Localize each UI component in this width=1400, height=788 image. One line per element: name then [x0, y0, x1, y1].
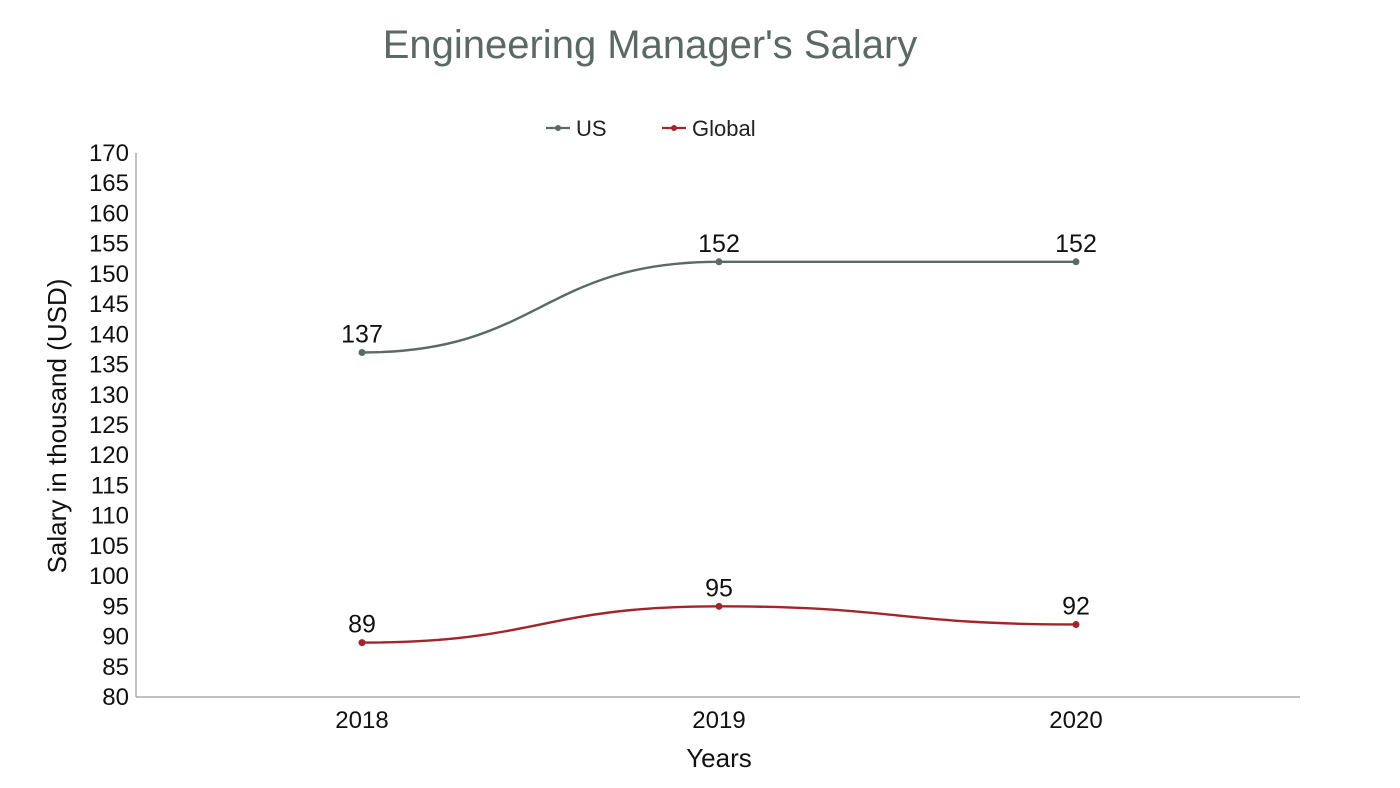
data-label: 152 [1055, 230, 1097, 258]
legend: US Global [546, 116, 756, 141]
x-tick-label: 2020 [1049, 707, 1102, 734]
legend-item-us[interactable]: US [546, 116, 607, 141]
y-tick-label: 130 [89, 382, 129, 409]
y-tick-label: 120 [89, 442, 129, 469]
data-label: 137 [341, 320, 383, 348]
legend-marker [555, 125, 561, 131]
y-tick-label: 85 [102, 654, 129, 681]
y-axis: 80 85 90 95 100 105 110 115 120 125 130 135 140 145 15… [89, 140, 137, 711]
legend-item-global[interactable]: Global [662, 116, 756, 141]
data-label: 92 [1062, 592, 1090, 620]
series-us: 137 152 152 [341, 230, 1097, 356]
data-label: 152 [698, 230, 740, 258]
chart-title: Engineering Manager's Salary [383, 23, 918, 67]
data-point[interactable] [1072, 620, 1080, 628]
data-point[interactable] [358, 348, 366, 356]
legend-label: US [576, 116, 607, 141]
y-tick-label: 145 [89, 291, 129, 318]
data-point[interactable] [715, 258, 723, 266]
y-tick-label: 95 [102, 593, 129, 620]
y-tick-label: 170 [89, 140, 129, 167]
y-tick-label: 115 [91, 472, 129, 499]
y-tick-label: 160 [89, 200, 129, 227]
y-tick-label: 105 [89, 533, 129, 560]
y-tick-label: 90 [102, 624, 129, 651]
y-tick-label: 150 [89, 261, 129, 288]
y-tick-label: 165 [89, 170, 129, 197]
series-layer: 137 152 152 89 95 92 [341, 230, 1097, 647]
data-point[interactable] [715, 602, 723, 610]
x-tick-label: 2018 [335, 707, 388, 734]
data-point[interactable] [358, 639, 366, 647]
x-tick-label: 2019 [692, 707, 745, 734]
y-tick-label: 110 [91, 503, 129, 530]
series-line-global [361, 605, 1077, 644]
x-axis: 2018 2019 2020 [136, 696, 1300, 734]
y-tick-label: 80 [102, 684, 129, 711]
series-line-us [361, 260, 1076, 354]
data-label: 95 [705, 574, 733, 602]
y-tick-label: 125 [89, 412, 129, 439]
legend-label: Global [692, 116, 756, 141]
data-label: 89 [348, 611, 376, 639]
y-axis-label: Salary in thousand (USD) [42, 279, 72, 574]
y-tick-label: 140 [89, 321, 129, 348]
legend-marker [671, 125, 677, 131]
series-global: 89 95 92 [348, 574, 1090, 647]
y-tick-label: 100 [89, 563, 129, 590]
x-axis-label: Years [686, 743, 752, 773]
y-tick-label: 155 [89, 231, 129, 258]
y-tick-label: 135 [89, 352, 129, 379]
data-point[interactable] [1072, 258, 1080, 266]
